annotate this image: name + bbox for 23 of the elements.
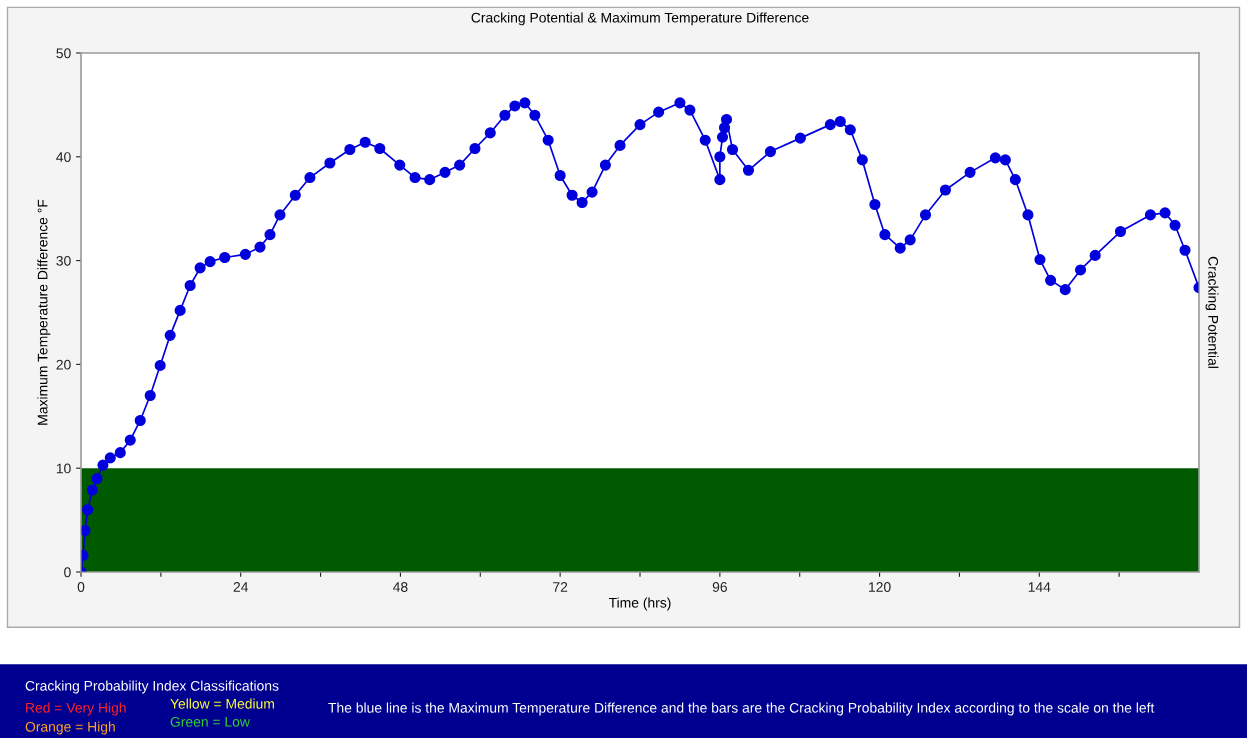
x-tick-label: 96 xyxy=(712,582,727,592)
y-tick-label: 30 xyxy=(56,255,71,266)
y2-axis-title: Cracking Potential xyxy=(1205,256,1219,368)
text: Yellow = Medium xyxy=(170,698,274,709)
y-tick-label: 50 xyxy=(56,48,71,59)
text: Green = Low xyxy=(170,716,250,727)
y-tick-label: 0 xyxy=(64,567,71,578)
text: Cracking Probability Index Classifications xyxy=(25,680,279,694)
chart-title: Cracking Potential & Maximum Temperature Difference xyxy=(471,12,809,26)
y-tick-label: 10 xyxy=(56,463,71,474)
y-tick-label: 40 xyxy=(56,152,71,162)
x-tick-label: 120 xyxy=(869,582,891,592)
x-axis-title: Time (hrs) xyxy=(608,597,671,611)
x-tick-label: 24 xyxy=(233,582,249,592)
text: Orange = High xyxy=(25,721,115,735)
y-tick-label: 20 xyxy=(56,359,71,370)
text: Red = Very High xyxy=(26,702,126,716)
x-tick-label: 144 xyxy=(1028,582,1051,592)
x-tick-label: 0 xyxy=(77,582,85,592)
text: The blue line is the Maximum Temperature Difference and the bars are the Cracking Probability Index according to the scale on the left xyxy=(328,702,1155,716)
y-axis-title: Maximum Temperature Difference °F xyxy=(37,199,51,425)
x-tick-label: 72 xyxy=(553,582,568,592)
x-tick-label: 48 xyxy=(393,582,408,592)
